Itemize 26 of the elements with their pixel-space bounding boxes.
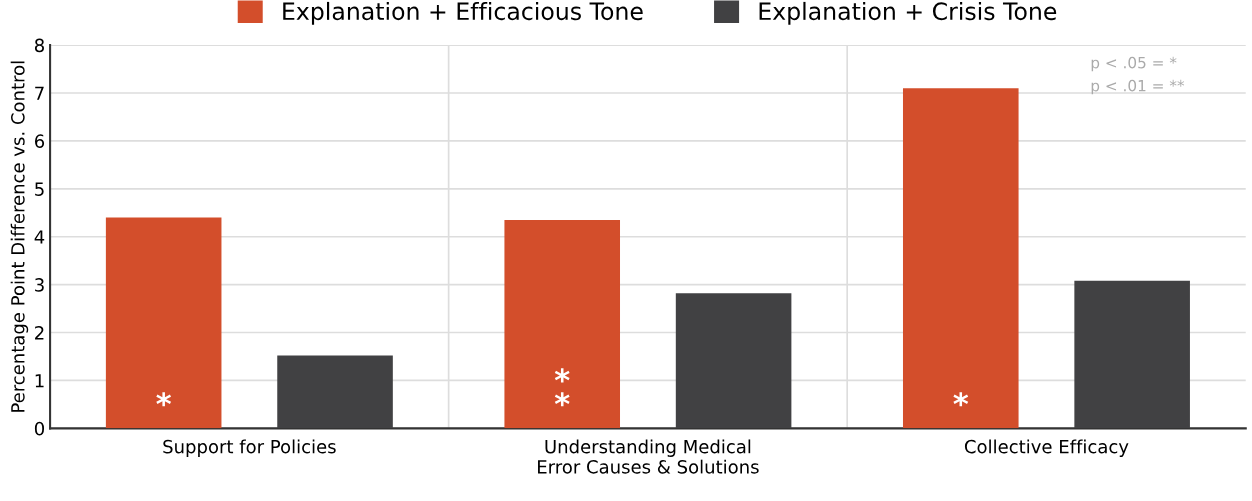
bar [902, 88, 1019, 429]
legend-label: Explanation + Efficacious Tone [283, 1, 643, 25]
bar [504, 219, 621, 429]
y-tick-label: 6 [34, 134, 45, 149]
bar [675, 293, 792, 429]
annotation: * [953, 392, 969, 407]
y-tick-label: 1 [35, 374, 44, 388]
x-tick-label: Support for Policies [163, 439, 336, 457]
annotation: p < .05 = * [1091, 56, 1177, 72]
bar [277, 355, 393, 429]
annotation: p < .01 = ** [1091, 79, 1185, 95]
x-tick-label: Collective Efficacy [964, 439, 1129, 457]
annotation: * [156, 392, 172, 407]
y-tick-label: 0 [34, 421, 45, 436]
bar [105, 217, 222, 429]
y-tick-label: 2 [35, 326, 44, 340]
y-tick-label: 3 [35, 278, 44, 292]
annotation: * * [554, 368, 570, 407]
legend-label: Explanation + Crisis Tone [759, 1, 1057, 25]
y-tick-label: 4 [34, 230, 45, 244]
y-tick-label: 5 [35, 182, 44, 196]
x-tick-label: Understanding Medical Error Causes & Solutions [538, 439, 759, 474]
y-axis-title: Percentage Point Difference vs. Control [10, 61, 29, 412]
y-tick-label: 8 [34, 38, 44, 53]
bar [1074, 280, 1190, 429]
y-tick-label: 7 [35, 86, 44, 100]
